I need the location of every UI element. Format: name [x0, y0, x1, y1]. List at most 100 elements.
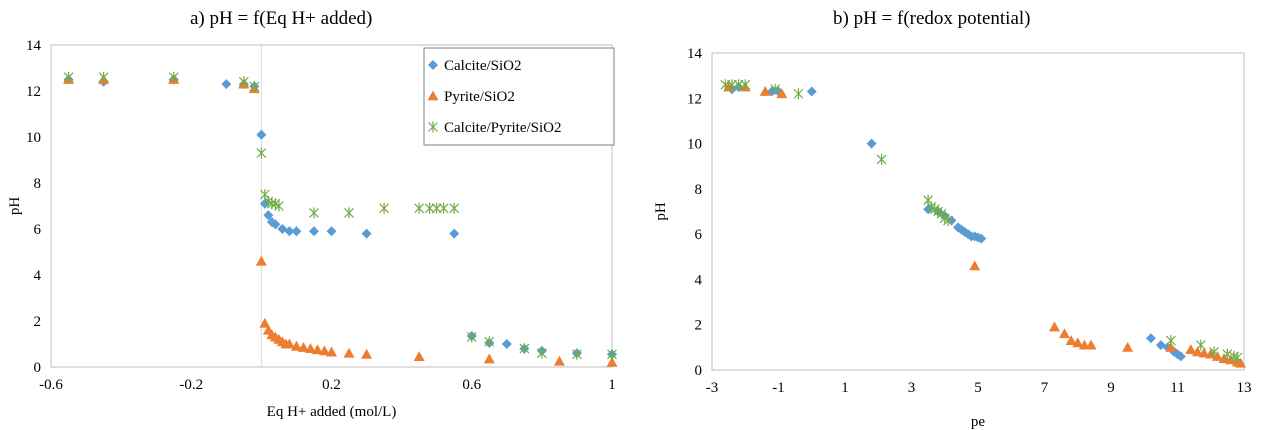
y-tick-label: 2: [695, 318, 703, 334]
data-point: [449, 228, 460, 239]
plot-area-frame: [711, 52, 1245, 371]
data-point: [1232, 352, 1243, 364]
data-point: [536, 347, 547, 359]
data-point: [308, 226, 319, 237]
chart-title: a) pH = f(Eq H+ added): [190, 8, 373, 29]
y-tick-label: 6: [695, 227, 703, 243]
data-point: [168, 71, 179, 83]
data-point: [1165, 335, 1176, 347]
x-tick-label: 1: [841, 380, 849, 396]
data-point: [876, 153, 887, 165]
data-point: [414, 202, 425, 214]
legend-label: Pyrite/SiO2: [444, 89, 515, 105]
data-point: [249, 80, 260, 92]
data-point: [976, 233, 987, 244]
x-tick-label: 0.2: [322, 377, 341, 393]
data-point: [438, 202, 449, 214]
data-point: [1195, 339, 1206, 351]
chart-panel-b: b) pH = f(redox potential) 0 2 4 6 8 10 12 14 -3…: [633, 0, 1266, 430]
data-point: [270, 219, 281, 230]
data-point: [1198, 347, 1210, 358]
data-point: [607, 348, 617, 360]
legend-marker: [427, 90, 439, 101]
data-point: [221, 79, 232, 90]
x-tick-label: 13: [1237, 380, 1252, 396]
data-point: [1072, 337, 1084, 348]
y-tick-label: 6: [34, 222, 42, 238]
y-tick-label: 12: [687, 91, 702, 107]
chart-a-svg: 0 2 4 6 8 10 12 14 -0.6 -0.2 0.2 0.6 1 Eq H+ added (m…: [7, 38, 618, 420]
data-point: [255, 255, 267, 266]
y-tick-label: 0: [34, 360, 42, 376]
y-tick-label: 10: [26, 130, 41, 146]
data-point: [1222, 348, 1233, 360]
data-point: [1145, 333, 1156, 344]
series-1: [723, 81, 1247, 368]
data-point: [259, 317, 271, 328]
data-point: [273, 200, 284, 212]
legend-box: [423, 47, 615, 146]
data-point: [1235, 357, 1247, 368]
data-point: [1122, 341, 1134, 352]
y-tick-label: 14: [687, 46, 703, 62]
series-2: [63, 71, 617, 360]
y-tick-label: 0: [695, 363, 703, 379]
data-point: [309, 207, 319, 219]
series-2: [720, 79, 1243, 364]
data-point: [326, 226, 337, 237]
x-axis-label: pe: [971, 414, 986, 430]
y-tick-label: 12: [26, 84, 41, 100]
legend-label: Calcite/SiO2: [444, 58, 522, 74]
x-tick-label: 0.6: [462, 377, 481, 393]
data-point: [431, 202, 442, 214]
series-0: [726, 81, 1186, 362]
data-point: [361, 348, 373, 359]
data-point: [1165, 341, 1177, 352]
data-point: [343, 347, 355, 358]
data-point: [943, 215, 953, 227]
data-point: [740, 79, 751, 91]
data-point: [291, 226, 302, 237]
x-tick-label: -3: [706, 380, 719, 396]
data-point: [519, 343, 530, 355]
data-point: [793, 88, 804, 100]
x-tick-label: 7: [1041, 380, 1049, 396]
legend-label: Calcite/Pyrite/SiO2: [444, 120, 562, 136]
data-point: [263, 210, 274, 221]
x-tick-label: -0.6: [39, 377, 63, 393]
chart-panel-a: a) pH = f(Eq H+ added) 0 2 4 6 8 10 12 14 -0.6 -0…: [7, 8, 618, 420]
y-tick-label: 8: [695, 182, 703, 198]
data-point: [1058, 328, 1070, 339]
x-tick-label: -1: [772, 380, 785, 396]
y-tick-label: 14: [26, 38, 42, 54]
data-point: [344, 207, 354, 219]
data-point: [770, 83, 781, 95]
data-point: [776, 88, 788, 99]
y-tick-label: 10: [687, 137, 702, 153]
data-point: [606, 356, 618, 367]
legend-marker: [428, 60, 438, 70]
data-point: [297, 341, 309, 352]
data-point: [283, 338, 295, 349]
y-axis-label: pH: [7, 197, 23, 216]
data-point: [413, 351, 425, 362]
data-point: [1209, 346, 1219, 358]
data-point: [1175, 351, 1186, 362]
data-point: [326, 346, 337, 357]
data-point: [484, 336, 495, 348]
data-point: [1191, 346, 1203, 357]
data-point: [238, 76, 249, 88]
y-axis-label: pH: [653, 202, 669, 221]
data-point: [361, 228, 372, 239]
x-tick-label: 11: [1170, 380, 1184, 396]
data-point: [572, 348, 582, 360]
data-point: [311, 344, 323, 355]
x-tick-label: 3: [908, 380, 916, 396]
data-point: [379, 202, 390, 214]
legend-marker: [428, 121, 438, 133]
y-tick-label: 2: [34, 314, 42, 330]
plot-area-frame: [50, 44, 613, 368]
data-point: [1085, 339, 1097, 350]
data-point: [501, 339, 512, 349]
